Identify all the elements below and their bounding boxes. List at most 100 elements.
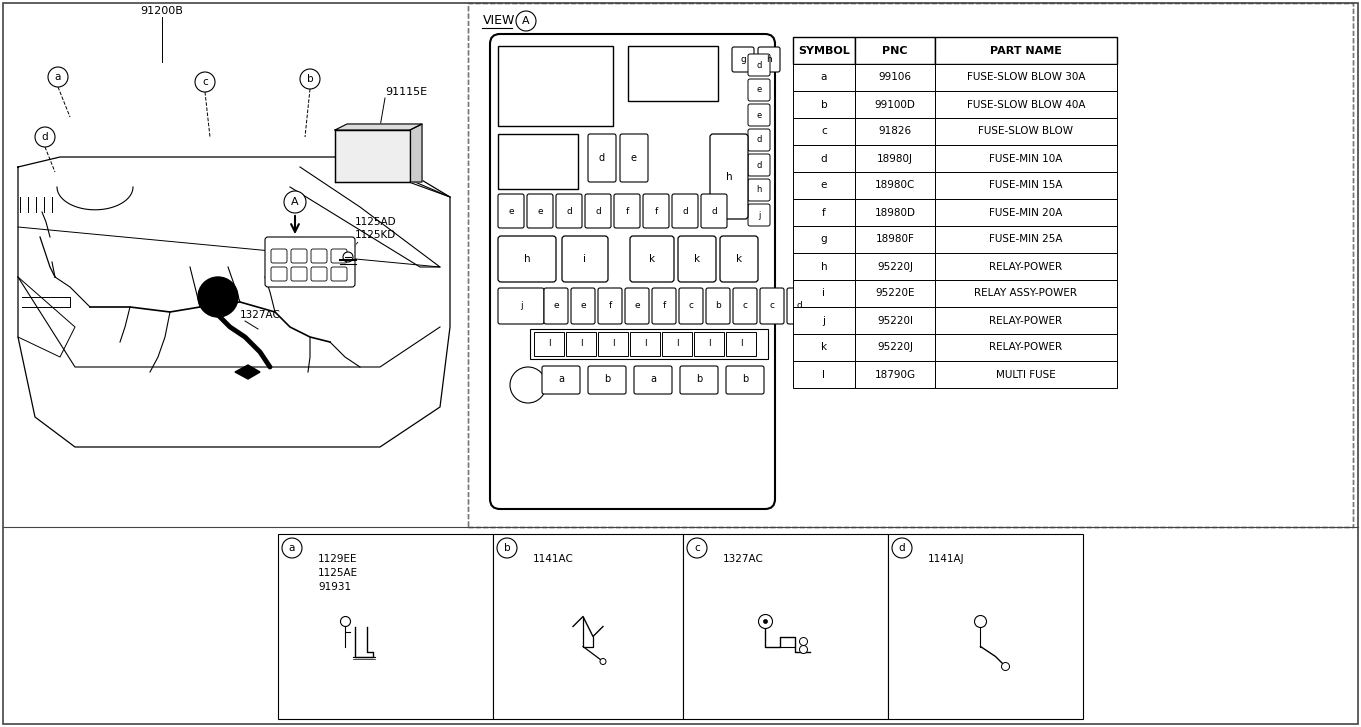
Text: 1125AE: 1125AE (318, 568, 358, 578)
Text: FUSE-MIN 25A: FUSE-MIN 25A (989, 235, 1063, 244)
FancyBboxPatch shape (680, 366, 719, 394)
FancyBboxPatch shape (331, 267, 347, 281)
Bar (493, 534, 683, 719)
FancyBboxPatch shape (630, 236, 674, 282)
Text: j: j (822, 316, 826, 326)
Bar (935, 118, 1117, 145)
Circle shape (799, 638, 807, 646)
Text: SYMBOL: SYMBOL (798, 46, 849, 55)
FancyBboxPatch shape (498, 288, 544, 324)
Text: d: d (42, 132, 48, 142)
Circle shape (891, 538, 912, 558)
Text: d: d (757, 60, 762, 70)
Bar (935, 226, 1117, 253)
FancyBboxPatch shape (585, 194, 611, 228)
Text: l: l (611, 340, 614, 348)
FancyBboxPatch shape (265, 237, 355, 287)
FancyBboxPatch shape (749, 104, 770, 126)
Bar (855, 280, 935, 307)
Bar (566, 332, 596, 356)
Bar (630, 332, 660, 356)
Bar (335, 130, 410, 182)
Circle shape (343, 252, 352, 262)
Text: PART NAME: PART NAME (989, 46, 1062, 55)
FancyBboxPatch shape (749, 179, 770, 201)
Text: f: f (822, 207, 826, 217)
Bar (935, 334, 1117, 361)
Text: f: f (608, 302, 611, 310)
FancyBboxPatch shape (557, 194, 583, 228)
Text: e: e (580, 302, 585, 310)
Bar (793, 280, 855, 307)
Text: l: l (547, 340, 550, 348)
Text: g: g (821, 235, 827, 244)
Bar (793, 64, 855, 91)
FancyBboxPatch shape (672, 194, 698, 228)
Bar (793, 307, 855, 334)
FancyBboxPatch shape (621, 134, 648, 182)
Text: e: e (757, 111, 762, 119)
Bar (855, 172, 935, 199)
Text: 95220J: 95220J (876, 262, 913, 271)
Circle shape (497, 538, 517, 558)
FancyBboxPatch shape (562, 236, 608, 282)
Text: d: d (898, 543, 905, 553)
Bar (935, 64, 1117, 91)
Text: e: e (634, 302, 640, 310)
Text: FUSE-MIN 15A: FUSE-MIN 15A (989, 180, 1063, 190)
Circle shape (1002, 662, 1010, 670)
Text: l: l (822, 369, 826, 379)
Text: VIEW: VIEW (483, 15, 516, 28)
Circle shape (516, 11, 536, 31)
Bar (793, 334, 855, 361)
Bar (793, 91, 855, 118)
Bar (534, 332, 563, 356)
Bar (793, 199, 855, 226)
FancyBboxPatch shape (787, 288, 811, 324)
Bar (793, 226, 855, 253)
Text: FUSE-MIN 10A: FUSE-MIN 10A (989, 153, 1063, 164)
FancyBboxPatch shape (527, 194, 553, 228)
FancyBboxPatch shape (312, 267, 327, 281)
FancyBboxPatch shape (749, 154, 770, 176)
FancyBboxPatch shape (734, 288, 757, 324)
Text: a: a (289, 543, 295, 553)
Text: f: f (663, 302, 666, 310)
Bar (597, 332, 627, 356)
Text: c: c (203, 77, 208, 87)
Text: FUSE-MIN 20A: FUSE-MIN 20A (989, 207, 1063, 217)
FancyBboxPatch shape (720, 236, 758, 282)
Circle shape (510, 367, 546, 403)
Text: e: e (553, 302, 559, 310)
Text: i: i (822, 289, 826, 299)
Bar (887, 534, 1083, 719)
Bar (855, 334, 935, 361)
FancyBboxPatch shape (759, 288, 784, 324)
FancyBboxPatch shape (758, 47, 780, 72)
Text: i: i (584, 254, 587, 264)
Text: g: g (740, 55, 746, 64)
Text: 1141AC: 1141AC (534, 554, 574, 564)
FancyBboxPatch shape (749, 204, 770, 226)
Bar (855, 64, 935, 91)
Bar (793, 118, 855, 145)
Text: 18790G: 18790G (874, 369, 916, 379)
FancyBboxPatch shape (625, 288, 649, 324)
Circle shape (299, 69, 320, 89)
FancyBboxPatch shape (706, 288, 729, 324)
Text: d: d (796, 302, 802, 310)
Text: b: b (504, 543, 510, 553)
Text: RELAY-POWER: RELAY-POWER (989, 316, 1063, 326)
Text: 18980D: 18980D (875, 207, 916, 217)
Text: b: b (695, 374, 702, 384)
Text: 95220J: 95220J (876, 342, 913, 353)
Bar (935, 307, 1117, 334)
Text: a: a (651, 374, 656, 384)
Text: a: a (821, 73, 827, 82)
Bar (793, 172, 855, 199)
Text: A: A (291, 197, 299, 207)
Text: 1327AC: 1327AC (723, 554, 764, 564)
Text: 95220I: 95220I (876, 316, 913, 326)
Bar (855, 145, 935, 172)
Text: c: c (694, 543, 700, 553)
